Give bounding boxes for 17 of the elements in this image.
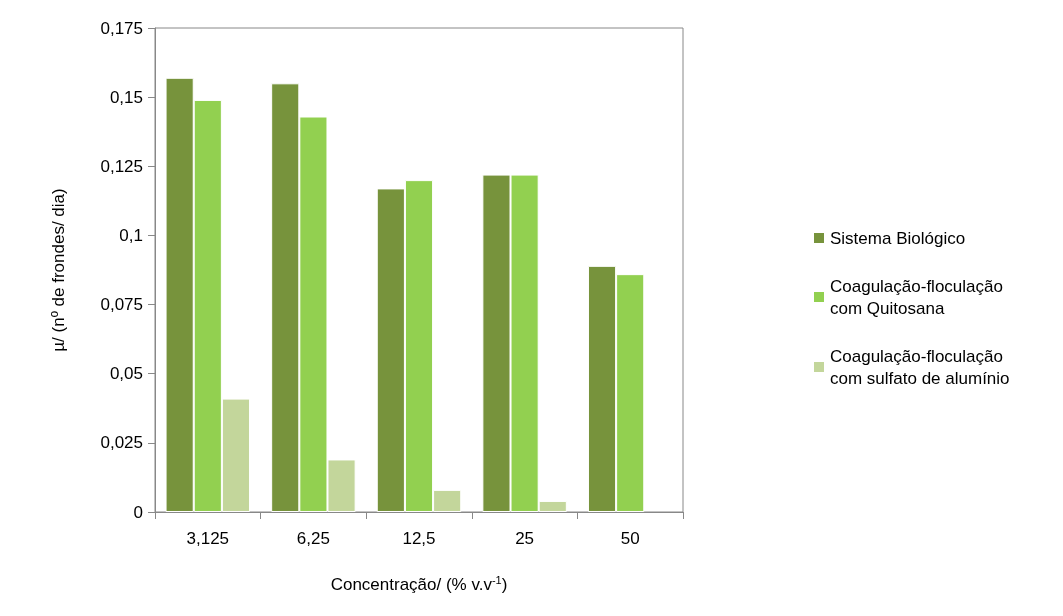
y-tick-label: 0,025 (100, 433, 143, 453)
y-axis-title: µ/ (nº de frondes/ dia) (49, 188, 68, 352)
y-tick-label: 0,05 (109, 364, 143, 384)
y-tick-label: 0,15 (109, 87, 143, 107)
legend-label: Coagulação-floculação com sulfato de alumínio (830, 346, 1010, 388)
x-tick-label: 6,25 (296, 529, 330, 548)
x-tick-label: 3,125 (186, 529, 230, 548)
legend-label: Sistema Biológico (830, 228, 966, 248)
x-tick-label: 50 (620, 529, 640, 548)
x-tick-label: 12,5 (402, 529, 436, 548)
y-tick-label: 0 (133, 502, 143, 522)
x-tick-label: 25 (515, 529, 535, 548)
legend-label: Coagulação-floculação com Quitosana (830, 276, 1008, 318)
y-tick-label: 0,1 (119, 225, 143, 245)
y-tick-label: 0,125 (100, 156, 143, 176)
y-tick-label: 0,175 (100, 18, 143, 38)
y-tick-label: 0,075 (100, 295, 143, 315)
